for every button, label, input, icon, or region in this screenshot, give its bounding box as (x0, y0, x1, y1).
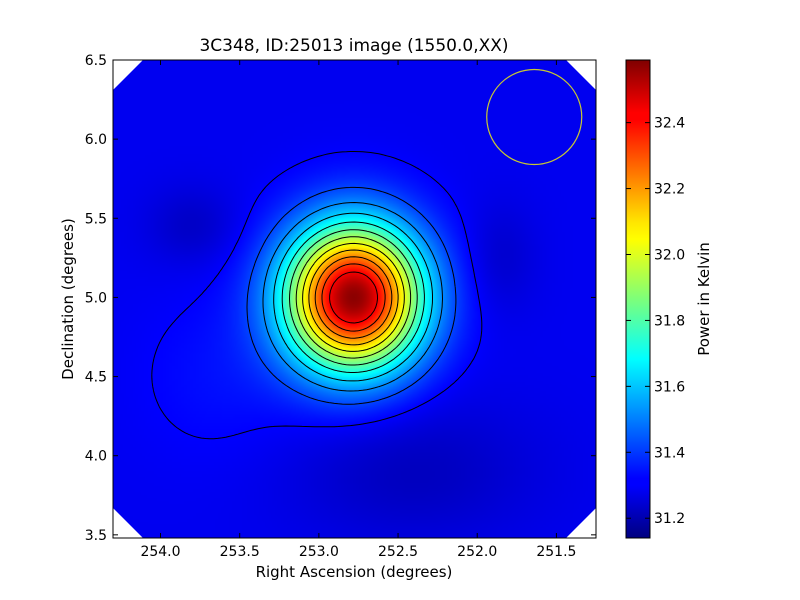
tick-label: 4.5 (85, 370, 107, 386)
contour-line (321, 263, 386, 332)
y-axis-ticks: 3.5 4.0 4.5 5.0 5.5 6.0 6.5 (85, 53, 596, 544)
heatmap-area (113, 60, 596, 538)
colorbar-gradient (625, 59, 651, 539)
tick-label: 3.5 (85, 528, 107, 544)
heatmap-image (113, 60, 596, 538)
tick-label: 6.5 (85, 53, 107, 69)
colorbar: 31.2 31.4 31.6 31.8 32.0 32.2 32.4 Power in Ke… (625, 59, 713, 539)
corner-mask-top-left (113, 60, 143, 90)
tick-label: 253.0 (299, 544, 339, 560)
tick-label: 32.0 (654, 247, 685, 263)
contour-line (281, 221, 425, 373)
x-axis-label: Right Ascension (degrees) (256, 563, 453, 581)
tick-label: 253.5 (220, 544, 260, 560)
contour-line (262, 202, 443, 392)
tick-label: 32.2 (654, 182, 685, 198)
tick-label: 5.0 (85, 290, 107, 306)
corner-mask-bottom-left (113, 508, 143, 538)
x-axis-ticks: 254.0 253.5 253.0 252.5 252.0 251.5 (140, 60, 576, 560)
plot-frame (112, 59, 597, 539)
contour-line (246, 186, 457, 405)
colorbar-label: Power in Kelvin (695, 242, 713, 356)
tick-label: 31.6 (654, 379, 685, 395)
tick-label: 31.4 (654, 445, 685, 461)
chart-title: 3C348, ID:25013 image (1550.0,XX) (199, 36, 508, 56)
tick-label: 32.4 (654, 116, 685, 132)
tick-label: 5.5 (85, 211, 107, 227)
corner-mask-top-right (566, 60, 596, 90)
contour-line (329, 271, 378, 324)
contour-line (151, 151, 483, 440)
tick-label: 254.0 (140, 544, 180, 560)
colorbar-ticks: 31.2 31.4 31.6 31.8 32.0 32.2 32.4 (626, 116, 685, 527)
tick-label: 252.0 (457, 544, 497, 560)
contour-line (289, 229, 418, 366)
tick-label: 31.8 (654, 313, 685, 329)
contour-line (308, 249, 399, 346)
corner-mask-bottom-right (566, 508, 596, 538)
tick-label: 6.0 (85, 132, 107, 148)
contour-line (273, 212, 433, 382)
tick-label: 31.2 (654, 511, 685, 527)
tick-label: 252.5 (378, 544, 418, 560)
y-axis-label: Declination (degrees) (59, 218, 77, 380)
contour-line (295, 236, 412, 359)
contour-line (314, 256, 393, 339)
contour-line (302, 242, 405, 352)
contour-layer (151, 151, 483, 440)
tick-label: 251.5 (536, 544, 576, 560)
beam-circle (486, 68, 583, 166)
tick-label: 4.0 (85, 449, 107, 465)
